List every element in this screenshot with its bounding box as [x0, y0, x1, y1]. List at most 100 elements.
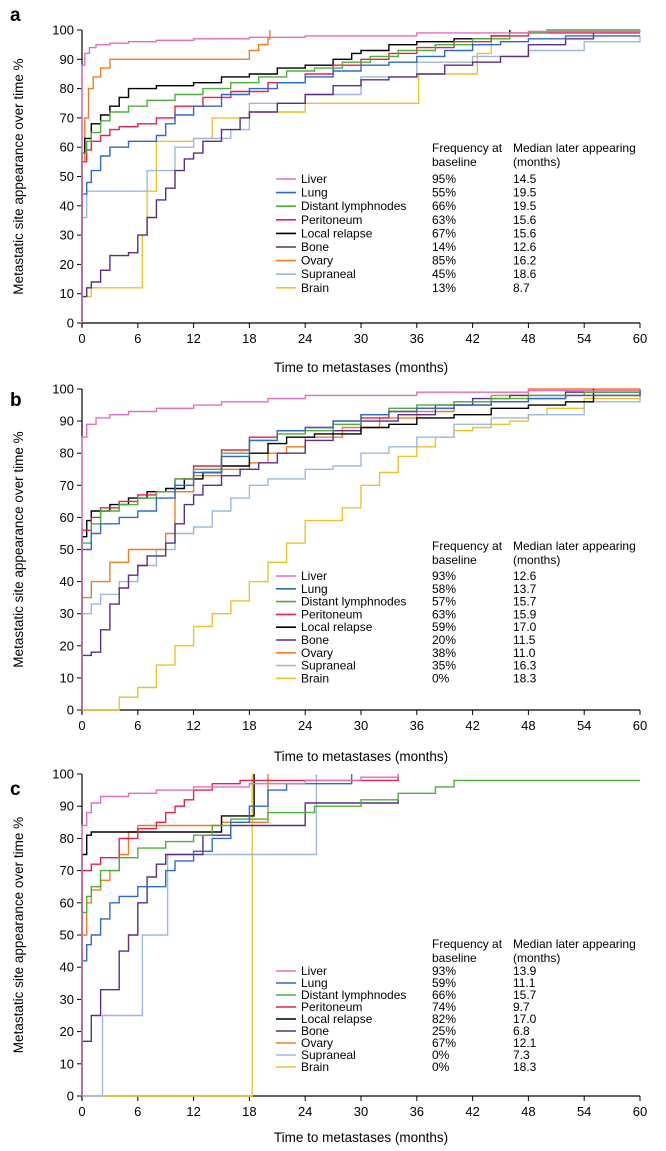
series-line-bone [81, 799, 399, 1096]
median-value-distant-lymphnodes: 15.7 [513, 988, 537, 1002]
median-value-local-relapse: 15.6 [513, 226, 537, 240]
x-tick-label: 0 [78, 1104, 85, 1119]
y-tick-label: 60 [60, 510, 74, 525]
median-value-lung: 19.5 [513, 186, 537, 200]
y-tick-label: 30 [60, 992, 74, 1007]
y-tick-label: 80 [60, 446, 74, 461]
median-value-peritoneum: 15.6 [513, 213, 537, 227]
legend-label-distant-lymphnodes: Distant lymphnodes [301, 199, 406, 213]
y-tick-label: 100 [52, 382, 74, 397]
x-tick-label: 54 [577, 1104, 591, 1119]
freq-value-lung: 59% [432, 976, 456, 990]
y-tick-label: 50 [60, 928, 74, 943]
series-lines [81, 29, 641, 323]
y-tick-label: 10 [60, 1056, 74, 1071]
freq-value-ovary: 38% [432, 646, 456, 660]
freq-value-bone: 20% [432, 633, 456, 647]
freq-value-brain: 0% [432, 671, 450, 685]
median-value-ovary: 11.0 [513, 646, 536, 660]
freq-value-ovary: 85% [432, 254, 456, 268]
freq-value-distant-lymphnodes: 66% [432, 988, 456, 1002]
series-line-ovary [81, 30, 271, 323]
series-line-lung [81, 774, 353, 1096]
freq-value-brain: 13% [432, 281, 456, 295]
freq-value-lung: 55% [432, 186, 456, 200]
series-line-liver [81, 774, 399, 1096]
chart-panel-a: a 0 10 20 30 40 50 60 70 80 90 100 0 6 12 18 24 30 36 42 48 5… [10, 5, 647, 375]
freq-value-bone: 14% [432, 240, 456, 254]
freq-value-lung: 58% [432, 582, 456, 596]
legend-label-local-relapse: Local relapse [301, 1012, 373, 1026]
x-tick-label: 18 [242, 718, 256, 733]
x-tick-label: 24 [298, 1104, 312, 1119]
series-line-brain [82, 774, 253, 1097]
freq-value-peritoneum: 74% [432, 1000, 456, 1014]
y-tick-label: 60 [60, 140, 74, 155]
legend-label-liver: Liver [301, 964, 327, 978]
y-axis-title: Metastatic site appearance over time % [11, 817, 26, 1053]
median-value-ovary: 16.2 [513, 254, 537, 268]
x-tick-label: 6 [134, 331, 141, 346]
median-header-line1: Median later appearing [513, 937, 636, 951]
freq-value-liver: 93% [432, 964, 456, 978]
x-axis-title: Time to metastases (months) [274, 1130, 448, 1145]
x-tick-label: 36 [410, 331, 424, 346]
y-tick-label: 90 [60, 414, 74, 429]
series-line-lung [81, 35, 640, 323]
x-tick-label: 6 [134, 1104, 141, 1119]
freq-value-local-relapse: 59% [432, 620, 456, 634]
freq-header-line1: Frequency at [432, 937, 503, 951]
x-axis-title: Time to metastases (months) [274, 360, 448, 375]
y-tick-label: 0 [67, 703, 74, 718]
median-value-bone: 12.6 [513, 240, 537, 254]
y-tick-label: 40 [60, 960, 74, 975]
series-line-supraneal [81, 35, 641, 323]
freq-value-distant-lymphnodes: 66% [432, 199, 456, 213]
freq-value-bone: 25% [432, 1024, 456, 1038]
median-value-lung: 13.7 [513, 582, 537, 596]
legend-label-local-relapse: Local relapse [301, 620, 373, 634]
legend-label-supraneal: Supraneal [301, 659, 356, 673]
freq-header-line2: baseline [432, 951, 477, 965]
freq-value-supraneal: 35% [432, 659, 456, 673]
y-axis-title: Metastatic site appearance over time % [11, 431, 26, 667]
legend-label-ovary: Ovary [301, 1036, 333, 1050]
freq-value-peritoneum: 63% [432, 213, 456, 227]
panel-letter: c [10, 779, 21, 800]
median-header-line2: (months) [513, 155, 560, 169]
panel-letter: a [10, 5, 21, 26]
y-tick-label: 40 [60, 198, 74, 213]
x-tick-label: 36 [410, 718, 424, 733]
x-tick-label: 18 [242, 1104, 256, 1119]
y-tick-label: 10 [60, 670, 74, 685]
x-tick-label: 18 [242, 331, 256, 346]
legend-label-bone: Bone [301, 1024, 329, 1038]
y-tick-label: 50 [60, 542, 74, 557]
y-tick-label: 100 [52, 23, 74, 38]
freq-header-line1: Frequency at [432, 539, 503, 553]
y-tick-label: 20 [60, 638, 74, 653]
x-tick-label: 60 [633, 1104, 647, 1119]
series-lines [81, 388, 641, 711]
panel-letter: b [10, 390, 22, 411]
legend-label-distant-lymphnodes: Distant lymphnodes [301, 595, 406, 609]
legend-label-distant-lymphnodes: Distant lymphnodes [301, 988, 406, 1002]
freq-value-local-relapse: 67% [432, 226, 456, 240]
y-tick-label: 60 [60, 895, 74, 910]
x-tick-label: 0 [78, 331, 85, 346]
legend-label-liver: Liver [301, 569, 327, 583]
legend-label-supraneal: Supraneal [301, 267, 356, 281]
median-header-line1: Median later appearing [513, 539, 636, 553]
legend-label-peritoneum: Peritoneum [301, 213, 362, 227]
y-tick-label: 40 [60, 574, 74, 589]
freq-header-line1: Frequency at [432, 141, 503, 155]
freq-header-line2: baseline [432, 553, 477, 567]
x-tick-label: 36 [410, 1104, 424, 1119]
x-tick-label: 42 [465, 1104, 479, 1119]
y-tick-label: 0 [67, 316, 74, 331]
freq-value-brain: 0% [432, 1060, 450, 1074]
chart-panel-c: c 0 10 20 30 40 50 60 70 80 90 100 0 6 12 18 24 30 36 42 48 5… [10, 767, 647, 1146]
series-lines [81, 774, 640, 1097]
x-tick-label: 48 [521, 331, 535, 346]
